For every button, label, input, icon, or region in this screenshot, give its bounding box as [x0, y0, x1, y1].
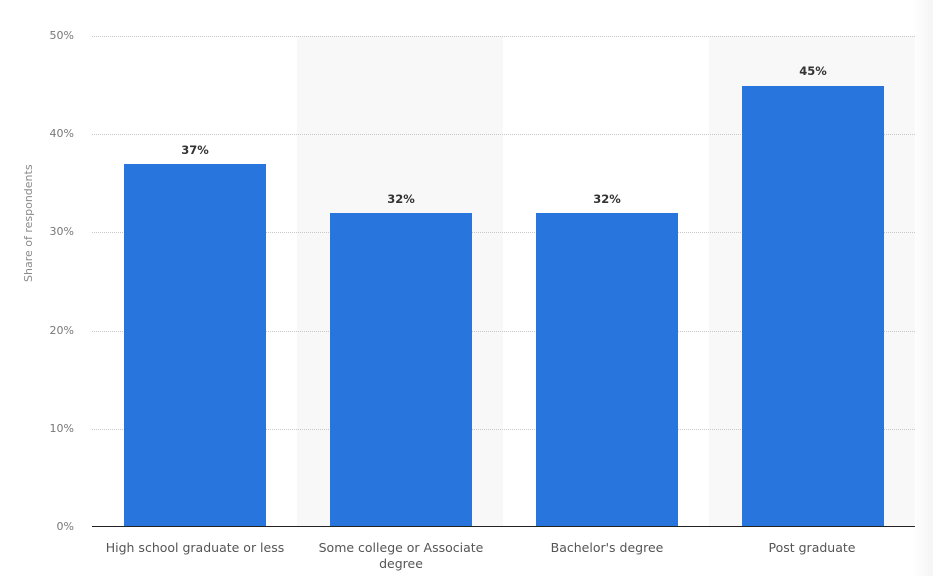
bar-some-college[interactable]	[330, 213, 472, 527]
x-axis-line	[92, 526, 915, 527]
gridline	[92, 36, 915, 37]
y-tick-40: 40%	[49, 127, 74, 140]
bar-post-graduate[interactable]	[742, 86, 884, 527]
plot-area: 37% 32% 32% 45%	[92, 36, 915, 527]
x-category-label: Bachelor's degree	[550, 540, 664, 555]
gridline	[92, 429, 915, 430]
value-label: 32%	[593, 192, 621, 206]
y-tick-0: 0%	[56, 520, 74, 533]
x-category-label: Post graduate	[768, 540, 856, 555]
gridline	[92, 232, 915, 233]
right-edge-fade	[913, 0, 933, 576]
y-axis-title: Share of respondents	[22, 164, 35, 282]
gridline	[92, 331, 915, 332]
value-label: 37%	[181, 143, 209, 157]
y-tick-10: 10%	[49, 422, 74, 435]
value-label: 45%	[799, 64, 827, 78]
y-tick-30: 30%	[49, 225, 74, 238]
value-label: 32%	[387, 192, 415, 206]
y-tick-50: 50%	[49, 29, 74, 42]
bar-high-school[interactable]	[124, 164, 266, 527]
gridline	[92, 134, 915, 135]
x-category-label: Some college or Associate degree	[318, 540, 484, 571]
y-tick-20: 20%	[49, 324, 74, 337]
bar-bachelors[interactable]	[536, 213, 678, 527]
x-category-label: High school graduate or less	[105, 540, 285, 555]
